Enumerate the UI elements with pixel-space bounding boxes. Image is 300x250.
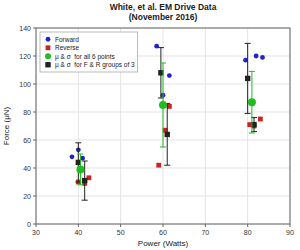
error-bar [160,63,166,147]
error-cap [164,165,170,166]
legend-swatch [46,37,51,42]
legend-entry: μ & σ for F & R groups of 3 [55,61,135,69]
point [167,73,172,78]
point [156,163,161,168]
tick-label-y: 140 [19,25,31,32]
error-cap [160,147,166,148]
point [245,76,250,81]
grid [36,28,290,224]
legend-swatch [46,45,51,50]
tick-label-y: 120 [19,53,31,60]
point [70,154,75,159]
legend: ForwardReverse μ & σ for all 6 pointsμ & … [40,32,138,72]
tick-label-y: 20 [23,193,31,200]
error-cap [82,161,88,162]
plot-area [36,28,290,224]
point [248,98,256,106]
error-cap [245,113,251,114]
series-1 [76,104,263,186]
y-axis-label: Force (μN) [2,106,11,145]
x-axis-label: Power (Watts) [138,239,189,248]
error-cap [249,133,255,134]
tick-label-y: 40 [23,165,31,172]
grid-line-y [36,168,290,169]
tick-label-x: 60 [159,229,167,236]
tick-label-x: 90 [286,229,294,236]
tick-label-y: 0 [27,221,31,228]
tick-label-y: 80 [23,109,31,116]
error-cap [77,184,83,185]
error-cap [82,200,88,201]
error-cap [75,142,81,143]
legend-box [40,32,138,72]
plot-frame [36,28,290,224]
error-cap [160,63,166,64]
tick-label-x: 50 [117,229,125,236]
error-bar [164,104,170,166]
error-cap [245,43,251,44]
point [82,178,87,183]
title: White, et al. EM Drive Data(November 201… [110,2,217,22]
tick-label-x: 40 [74,229,82,236]
error-bar [77,154,83,185]
point [159,101,167,109]
error-cap [158,47,164,48]
legend-swatch [45,53,51,59]
legend-swatch [45,62,50,67]
tick-label-x: 80 [244,229,252,236]
title-line: (November 2016) [129,12,198,22]
legend-entry: Forward [55,36,79,43]
legend-entry: μ & σ for all 6 points [55,53,116,61]
error-cap [77,154,83,155]
error-cap [249,71,255,72]
grid-line-x [163,28,164,224]
grid-line-y [36,196,290,197]
point [165,132,170,137]
series-2 [76,63,255,185]
tick-label-x: 30 [32,229,40,236]
legend-entry: Reverse [55,44,80,51]
point [258,117,263,122]
tick-label-y: 100 [19,81,31,88]
point [254,54,259,59]
tick-label-y: 60 [23,137,31,144]
point [76,165,84,173]
chart: 30 40 50 60 70 80 90 0 20 40 60 80 100 120 140 White, e… [0,0,300,250]
error-bar [249,71,255,133]
tick-label-x: 70 [201,229,209,236]
grid-line-x [205,28,206,224]
title-line: White, et al. EM Drive Data [110,2,217,12]
point [260,55,265,60]
